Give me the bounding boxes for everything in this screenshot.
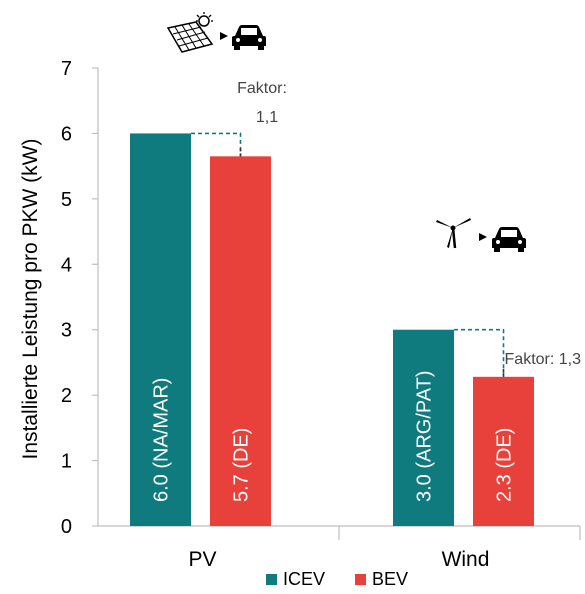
- legend-swatch-bev: [355, 574, 366, 585]
- bar-icev: [130, 133, 191, 526]
- x-category-label: Wind: [442, 548, 490, 571]
- legend-swatch-icev: [266, 574, 277, 585]
- solar-panel-icon: [166, 12, 214, 53]
- y-tick-label: 4: [61, 254, 72, 276]
- y-tick-label: 7: [61, 58, 72, 80]
- legend-label-bev: BEV: [372, 569, 408, 589]
- wind-turbine-icon: [436, 218, 471, 249]
- bar-data-label: 6.0 (NA/MAR): [151, 378, 173, 502]
- arrow-icon: [479, 233, 487, 241]
- factor-label: 1,1: [256, 109, 278, 126]
- y-tick-label: 3: [61, 320, 72, 342]
- bar-bev: [473, 376, 534, 526]
- axes: 0 1 2 3 4 5 6 7 Installierte Leistung pro PKW (k…: [19, 58, 581, 571]
- bar-icev: [393, 329, 454, 526]
- bar-data-label: 2.3 (DE): [494, 428, 516, 502]
- y-tick-label: 6: [61, 123, 72, 145]
- y-tick-label: 0: [61, 516, 72, 538]
- bar-data-label: 3.0 (ARG/PAT): [414, 370, 436, 502]
- y-tick-label: 1: [61, 451, 72, 473]
- legend: ICEV BEV: [266, 569, 408, 589]
- y-axis-title: Installierte Leistung pro PKW (kW): [19, 139, 42, 460]
- bar-bev: [210, 156, 271, 527]
- legend-label-icev: ICEV: [283, 569, 325, 589]
- wind-turbine-to-car-icon: [436, 218, 526, 252]
- annotations: Faktor: 1,1 Faktor: 1,3: [191, 80, 581, 377]
- y-tick-label: 2: [61, 385, 72, 407]
- solar-panel-to-car-icon: [166, 12, 266, 53]
- x-category-label: PV: [188, 548, 216, 571]
- factor-bracket: [454, 328, 505, 377]
- factor-label: Faktor: 1,3: [505, 351, 582, 368]
- factor-label: Faktor:: [237, 80, 287, 97]
- factor-bracket: [191, 132, 242, 157]
- bar-data-label: 5.7 (DE): [231, 428, 253, 502]
- arrow-icon: [220, 32, 228, 40]
- y-tick-label: 5: [61, 189, 72, 211]
- bars: 6.0 (NA/MAR) 5.7 (DE) 3.0 (ARG/PAT) 2.3 (DE…: [130, 133, 534, 527]
- car-icon: [232, 25, 266, 50]
- car-icon: [492, 227, 526, 252]
